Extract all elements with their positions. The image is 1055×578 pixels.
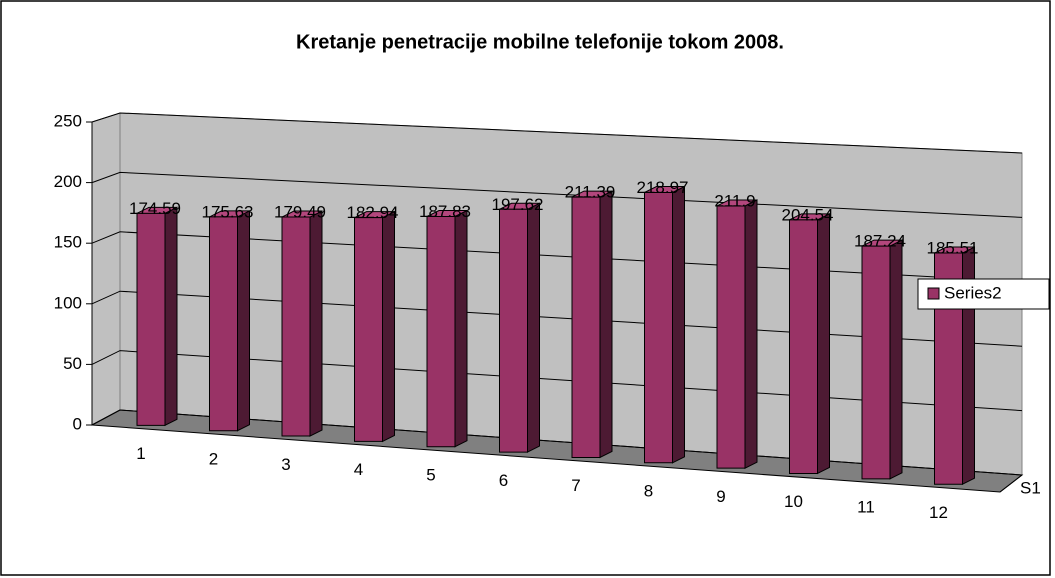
bar-front xyxy=(934,252,963,485)
data-label: 204.54 xyxy=(782,205,834,224)
bar-side xyxy=(237,210,250,432)
bar-front xyxy=(571,196,601,458)
bar xyxy=(571,190,613,459)
bar-front xyxy=(644,191,673,464)
x-tick-label: 2 xyxy=(209,449,218,468)
grid-line xyxy=(91,171,1023,218)
bar-front xyxy=(281,216,311,437)
x-tick-label: 12 xyxy=(929,503,948,522)
x-tick-label: 9 xyxy=(716,487,725,506)
bar-side xyxy=(889,239,903,480)
data-label: 187.83 xyxy=(419,202,471,221)
legend-label: Series2 xyxy=(944,283,1002,302)
data-label: 185.51 xyxy=(927,239,979,258)
bar xyxy=(281,210,323,437)
x-tick-label: 7 xyxy=(571,476,580,495)
bar-side xyxy=(454,209,468,448)
y-tick-label: 150 xyxy=(54,233,82,252)
bar-front xyxy=(789,219,818,475)
bar xyxy=(426,209,468,448)
depth-tick xyxy=(999,474,1023,493)
data-label: 211.9 xyxy=(714,191,755,210)
y-tick-label: 200 xyxy=(54,172,82,191)
y-tick-label: 100 xyxy=(54,293,82,312)
bar xyxy=(789,213,830,475)
data-label: 174.59 xyxy=(129,199,181,218)
data-label: 187.24 xyxy=(854,232,906,251)
bar xyxy=(354,210,395,443)
data-label: 197.62 xyxy=(492,195,544,214)
x-tick-label: 5 xyxy=(426,465,435,484)
data-label: 182.94 xyxy=(347,203,399,222)
bar-front xyxy=(136,212,166,426)
y-tick-label: 50 xyxy=(63,354,82,373)
bar-side xyxy=(817,213,830,475)
legend-box xyxy=(917,278,1050,310)
x-tick-label: 1 xyxy=(136,444,145,463)
bar-side xyxy=(164,206,178,427)
grid-line xyxy=(91,112,1023,154)
bar-front xyxy=(861,245,891,480)
bar-side xyxy=(309,210,323,437)
data-label: 218.97 xyxy=(637,178,689,197)
chart-title: Kretanje penetracije mobilne telefonije … xyxy=(296,31,784,53)
bar xyxy=(136,206,178,427)
x-tick-label: 11 xyxy=(857,498,875,517)
bar xyxy=(644,185,685,464)
y-tick-label: 250 xyxy=(54,111,82,130)
bar-side xyxy=(527,202,540,453)
bar-side xyxy=(672,185,685,464)
bar-front xyxy=(499,208,528,453)
x-tick-label: 4 xyxy=(354,460,363,479)
bar xyxy=(716,199,758,469)
x-tick-label: 8 xyxy=(644,482,653,501)
x-tick-label: 10 xyxy=(784,492,803,511)
bar-front xyxy=(354,217,383,442)
bar-front xyxy=(426,216,456,448)
data-label: 179.49 xyxy=(274,203,326,222)
bar xyxy=(499,202,540,453)
bar-side xyxy=(744,199,758,469)
bar xyxy=(861,239,903,480)
side-wall xyxy=(91,112,121,426)
data-label: 211.39 xyxy=(565,183,616,202)
bar-front xyxy=(209,216,238,432)
bar xyxy=(209,210,250,432)
data-label: 175.63 xyxy=(202,202,254,221)
depth-label: S1 xyxy=(1020,478,1041,497)
x-tick-label: 6 xyxy=(499,471,508,490)
bar-front xyxy=(716,205,746,469)
y-tick-label: 0 xyxy=(73,414,82,433)
x-tick-label: 3 xyxy=(281,455,290,474)
bar-side xyxy=(382,210,395,443)
bar-side xyxy=(599,190,613,459)
legend-swatch xyxy=(927,287,940,300)
